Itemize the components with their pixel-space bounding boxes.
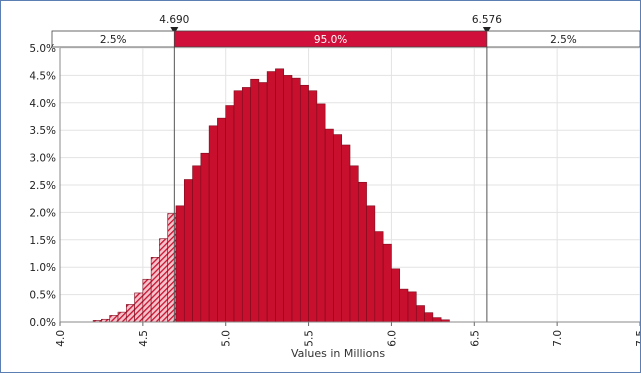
histogram-bar	[217, 117, 227, 323]
histogram-bar	[374, 231, 384, 323]
y-tick-label: 3.0%	[29, 153, 56, 165]
histogram-bar	[316, 103, 326, 323]
band-label: 2.5%	[100, 34, 127, 46]
y-tick-label: 3.5%	[29, 125, 56, 137]
histogram-bar	[109, 315, 119, 323]
histogram-bar	[283, 75, 293, 323]
y-tick-label: 4.0%	[29, 98, 56, 110]
histogram-bar	[159, 238, 169, 323]
histogram-bar	[366, 205, 376, 323]
histogram-bar	[142, 278, 152, 323]
band-label: 95.0%	[314, 34, 347, 46]
y-tick-label: 2.5%	[29, 180, 56, 192]
x-tick-label: 6.5	[469, 330, 481, 347]
histogram-bar	[125, 304, 135, 323]
y-tick-label: 1.5%	[29, 235, 56, 247]
histogram-bar	[183, 179, 193, 323]
histogram-bar	[382, 243, 392, 323]
x-tick-label: 5.0	[221, 330, 233, 347]
histogram-bar	[291, 77, 301, 323]
histogram-bar	[275, 68, 285, 323]
x-tick-label: 5.5	[304, 330, 316, 347]
x-tick-label: 4.0	[55, 330, 67, 347]
histogram-bar	[432, 317, 442, 323]
y-tick-label: 2.0%	[29, 207, 56, 219]
x-tick-label: 7.5	[635, 330, 640, 347]
x-tick-label: 6.0	[386, 330, 398, 347]
histogram-bar	[192, 165, 202, 323]
histogram-bar	[150, 257, 160, 323]
histogram-bar	[415, 305, 425, 323]
histogram-bar	[117, 311, 127, 323]
y-tick-label: 1.0%	[29, 262, 56, 274]
histogram-bar	[407, 291, 417, 323]
histogram-bar	[399, 288, 409, 323]
y-tick-label: 0.0%	[29, 317, 56, 329]
histogram-bar	[208, 125, 218, 323]
histogram-bar	[308, 90, 318, 323]
x-tick-label: 7.0	[552, 330, 564, 347]
marker-layer: 4.690 6.576	[159, 14, 502, 322]
histogram-bar	[266, 71, 276, 323]
y-tick-label: 5.0%	[29, 43, 56, 55]
histogram-bar	[200, 152, 210, 323]
percentile-marker-label: 4.690	[159, 14, 189, 26]
histogram-bar	[341, 144, 351, 323]
histogram-bar	[134, 292, 144, 323]
histogram-bar	[299, 84, 309, 323]
histogram-bar	[175, 205, 185, 323]
y-tick-label: 0.5%	[29, 290, 56, 302]
marker-triangle-icon	[170, 27, 179, 34]
band-segment	[486, 30, 640, 48]
x-tick-label: 4.5	[138, 330, 150, 347]
histogram-bar	[357, 181, 367, 323]
percentile-band: 2.5% 95.0% 2.5%	[51, 30, 640, 48]
y-tick-label: 4.5%	[29, 70, 56, 82]
histogram-bar	[324, 128, 334, 323]
histogram-bar	[250, 78, 260, 323]
percentile-marker-label: 6.576	[472, 14, 502, 26]
histogram-bar	[349, 165, 359, 323]
histogram-bar	[241, 87, 251, 323]
band-label: 2.5%	[550, 34, 577, 46]
axis-layer: 0.0% 0.5% 1.0% 1.5% 2.0% 2.5% 3.0% 3.5% 4.0% 4.5%…	[29, 43, 640, 347]
histogram-bar	[333, 134, 343, 323]
histogram-bar	[258, 82, 268, 323]
x-axis-label: Values in Millions	[291, 347, 385, 360]
bars-layer	[92, 68, 450, 323]
histogram-bar	[424, 312, 434, 323]
marker-triangle-icon	[482, 27, 491, 34]
histogram-bar	[391, 268, 401, 323]
histogram-bar	[225, 105, 235, 323]
histogram-bar	[233, 90, 243, 323]
